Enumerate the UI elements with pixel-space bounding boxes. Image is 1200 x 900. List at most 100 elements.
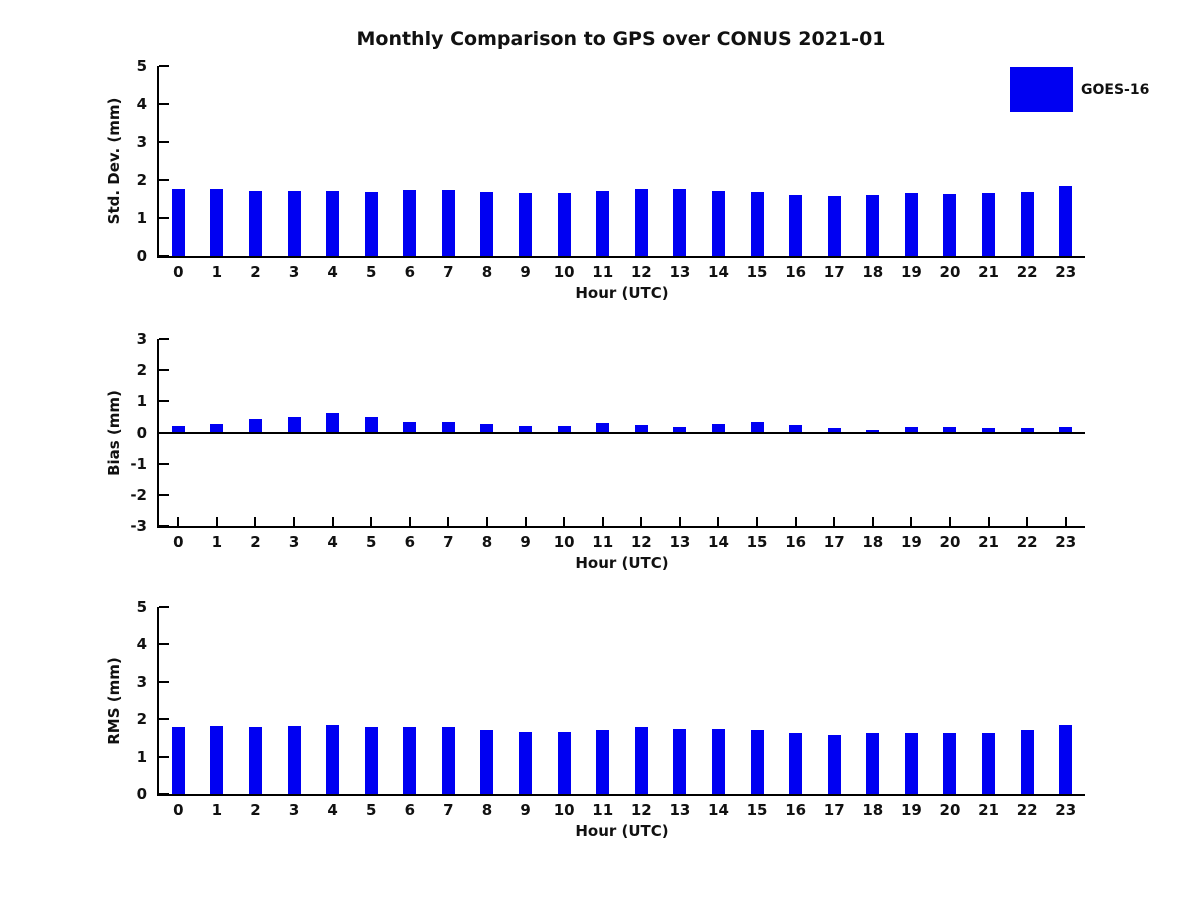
stddev-x-tick-label-22: 22 [1016,263,1038,281]
stddev-x-tick-label-11: 11 [592,263,614,281]
bias-x-tick-0 [177,517,180,526]
stddev-y-tick-5 [159,65,169,67]
bias-x-tick-label-16: 16 [785,533,807,551]
bias-y-tick--3 [159,525,169,527]
bias-bar-hour-14 [711,424,725,433]
stddev-bar-hour-20 [943,194,957,256]
rms-x-tick-label-18: 18 [862,801,884,819]
rms-bar-hour-13 [673,728,687,794]
bias-y-tick--2 [159,493,169,496]
bias-x-tick-13 [678,517,681,526]
bias-x-tick-12 [640,517,643,526]
rms-x-tick-label-14: 14 [708,801,729,819]
rms-x-tick-label-22: 22 [1016,801,1038,819]
rms-x-tick-label-4: 4 [327,801,338,819]
stddev-y-tick-2 [159,179,169,181]
rms-bar-hour-6 [403,727,417,794]
bias-x-tick-11 [601,517,604,526]
stddev-bar-hour-19 [904,193,918,256]
stddev-x-tick-label-21: 21 [978,263,999,281]
stddev-bar-hour-17 [827,196,841,256]
bias-bar-hour-15 [750,421,764,433]
rms-bar-hour-10 [557,731,571,794]
rms-bar-hour-4 [326,724,340,794]
bias-x-tick-label-21: 21 [978,533,999,551]
stddev-x-tick-label-9: 9 [520,263,531,281]
rms-y-tick-label-0: 0 [136,785,147,803]
bias-x-tick-label-15: 15 [746,533,768,551]
rms-y-tick-label-5: 5 [136,598,147,616]
stddev-bar-hour-12 [634,189,648,256]
rms-bar-hour-11 [596,730,610,794]
stddev-y-tick-0 [159,255,169,257]
rms-x-tick-label-8: 8 [481,801,493,819]
stddev-x-tick-label-23: 23 [1055,263,1077,281]
bias-x-tick-label-0: 0 [173,533,184,551]
stddev-bar-hour-11 [596,191,610,256]
stddev-bar-hour-15 [750,192,764,256]
rms-y-axis-label: RMS (mm) [105,656,123,745]
bias-x-tick-label-1: 1 [211,533,223,551]
stddev-bar-hour-1 [210,189,224,256]
bias-y-tick-0 [159,431,169,434]
bias-x-tick-label-20: 20 [939,533,961,551]
rms-x-tick-label-3: 3 [288,801,300,819]
stddev-y-tick-label-1: 1 [136,209,147,227]
rms-bar-hour-17 [827,734,841,794]
rms-bar-hour-21 [982,732,996,794]
stddev-bar-hour-10 [557,192,571,256]
rms-bar-hour-15 [750,729,764,794]
rms-x-tick-label-11: 11 [592,801,614,819]
stddev-x-tick-label-16: 16 [785,263,807,281]
rms-bar-hour-2 [248,727,262,794]
rms-bar-hour-8 [480,730,494,794]
stddev-bar-hour-21 [982,192,996,256]
rms-x-tick-label-7: 7 [443,801,454,819]
rms-x-tick-label-13: 13 [669,801,691,819]
bias-bar-hour-23 [1059,426,1073,433]
stddev-y-tick-1 [159,217,169,219]
rms-bar-hour-23 [1059,725,1073,794]
stddev-bar-hour-7 [441,189,455,256]
rms-y-tick-label-4: 4 [136,635,147,654]
bias-x-tick-17 [833,517,836,526]
rms-y-tick-5 [159,606,169,608]
stddev-x-tick-label-12: 12 [630,263,652,281]
rms-x-tick-label-20: 20 [939,801,961,819]
stddev-bar-hour-23 [1059,186,1073,256]
bias-bar-hour-9 [519,425,533,433]
stddev-bar-hour-6 [403,190,417,256]
stddev-y-tick-label-0: 0 [136,247,147,265]
rms-y-tick-2 [159,718,169,721]
stddev-x-tick-label-1: 1 [211,263,223,281]
stddev-x-tick-label-18: 18 [862,263,884,281]
stddev-x-tick-label-0: 0 [173,263,184,281]
bias-bar-hour-12 [634,424,648,433]
rms-y-tick-label-2: 2 [136,710,147,729]
stddev-bar-hour-22 [1020,191,1034,256]
stddev-x-tick-label-14: 14 [708,263,729,281]
rms-x-tick-label-6: 6 [404,801,415,819]
stddev-x-tick-label-10: 10 [553,263,575,281]
bias-bar-hour-18 [866,429,880,433]
bias-x-tick-20 [948,517,951,526]
rms-bar-hour-12 [634,727,648,794]
rms-y-tick-1 [159,755,169,758]
stddev-y-tick-4 [159,103,169,105]
stddev-x-tick-label-17: 17 [823,263,845,281]
stddev-bar-hour-14 [711,191,725,256]
rms-x-tick-label-1: 1 [211,801,223,819]
bias-bar-hour-17 [827,427,841,433]
bias-bar-hour-4 [326,412,340,433]
bias-x-tick-label-8: 8 [481,533,493,551]
stddev-x-tick-label-6: 6 [404,263,415,281]
rms-bar-hour-14 [711,728,725,794]
bias-x-tick-label-2: 2 [250,533,261,551]
rms-bar-hour-5 [364,727,378,794]
rms-x-tick-label-17: 17 [823,801,845,819]
rms-x-tick-label-16: 16 [785,801,807,819]
bias-axes: Bias (mm) Hour (UTC) 3 2 1 0 -1 -2 -3 0 1 2 3 4 5 6 7 8… [105,330,1085,572]
rms-bar-hour-1 [210,726,224,794]
bias-bar-hour-7 [441,421,455,433]
